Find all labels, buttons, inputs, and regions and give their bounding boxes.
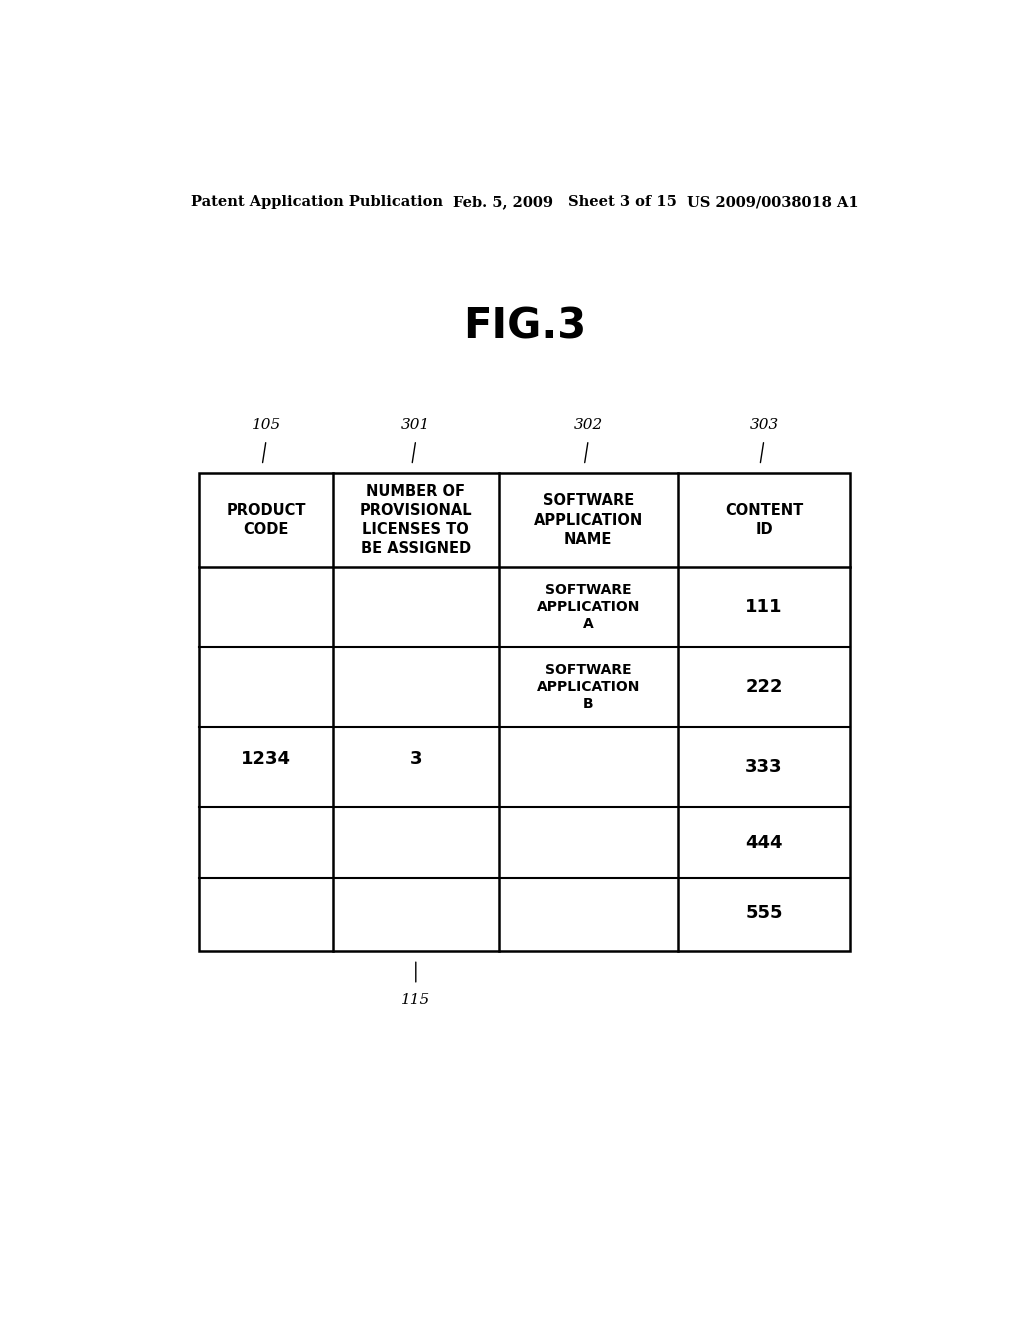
- Text: CONTENT
ID: CONTENT ID: [725, 503, 803, 537]
- Text: 115: 115: [401, 993, 430, 1007]
- Text: NUMBER OF
PROVISIONAL
LICENSES TO
BE ASSIGNED: NUMBER OF PROVISIONAL LICENSES TO BE ASS…: [359, 483, 472, 556]
- Text: 555: 555: [745, 904, 782, 923]
- Text: Feb. 5, 2009: Feb. 5, 2009: [454, 195, 553, 209]
- Text: Sheet 3 of 15: Sheet 3 of 15: [568, 195, 677, 209]
- Text: 302: 302: [573, 417, 603, 432]
- Text: SOFTWARE
APPLICATION
B: SOFTWARE APPLICATION B: [537, 663, 640, 710]
- Bar: [200, 474, 850, 952]
- Text: 3: 3: [410, 750, 422, 768]
- Text: 1234: 1234: [241, 750, 291, 768]
- Text: 222: 222: [745, 678, 782, 696]
- Text: 333: 333: [745, 758, 782, 776]
- Text: 301: 301: [401, 417, 430, 432]
- Text: Patent Application Publication: Patent Application Publication: [191, 195, 443, 209]
- Text: SOFTWARE
APPLICATION
A: SOFTWARE APPLICATION A: [537, 583, 640, 631]
- Text: 111: 111: [745, 598, 782, 615]
- Text: PRODUCT
CODE: PRODUCT CODE: [226, 503, 306, 537]
- Text: 105: 105: [252, 417, 281, 432]
- Text: 303: 303: [750, 417, 778, 432]
- Text: SOFTWARE
APPLICATION
NAME: SOFTWARE APPLICATION NAME: [534, 494, 643, 546]
- Text: US 2009/0038018 A1: US 2009/0038018 A1: [687, 195, 859, 209]
- Text: 444: 444: [745, 834, 782, 851]
- Text: FIG.3: FIG.3: [463, 305, 587, 347]
